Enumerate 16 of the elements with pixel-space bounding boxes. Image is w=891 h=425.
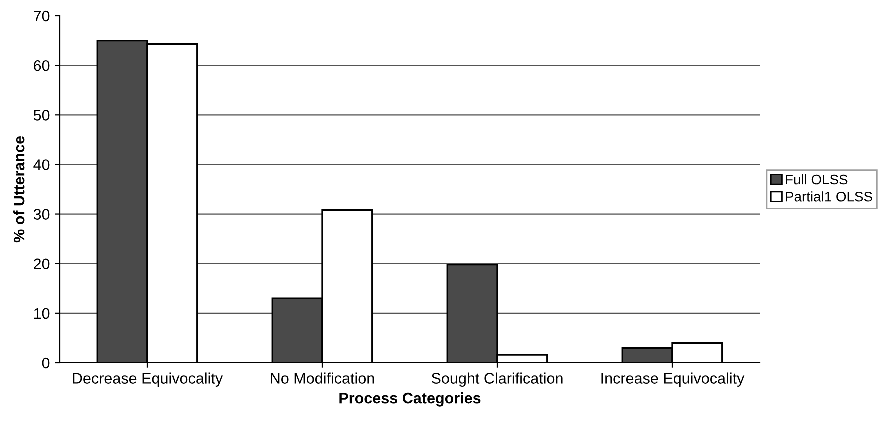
- x-axis-title: Process Categories: [340, 392, 481, 407]
- y-tick-label: 20: [34, 258, 50, 270]
- y-tick-label: 10: [34, 308, 50, 320]
- x-tick-label: Decrease Equivocality: [73, 372, 224, 387]
- y-tick-label: 60: [34, 60, 50, 72]
- y-tick-label: 50: [34, 110, 50, 121]
- y-tick-label: 40: [34, 160, 50, 170]
- y-axis-title: % of Utterance: [13, 136, 25, 243]
- y-tick-label: 30: [34, 209, 50, 220]
- legend-label: Full OLSS: [786, 174, 848, 185]
- x-tick-label: Increase Equivocality: [602, 372, 745, 387]
- x-tick-label: No Modification: [271, 372, 374, 384]
- y-tick-label: 70: [34, 10, 50, 22]
- x-tick-label: Sought Clarification: [432, 372, 563, 387]
- legend-label: Partial1 OLSS: [786, 192, 872, 202]
- y-tick-label: 0: [42, 358, 50, 369]
